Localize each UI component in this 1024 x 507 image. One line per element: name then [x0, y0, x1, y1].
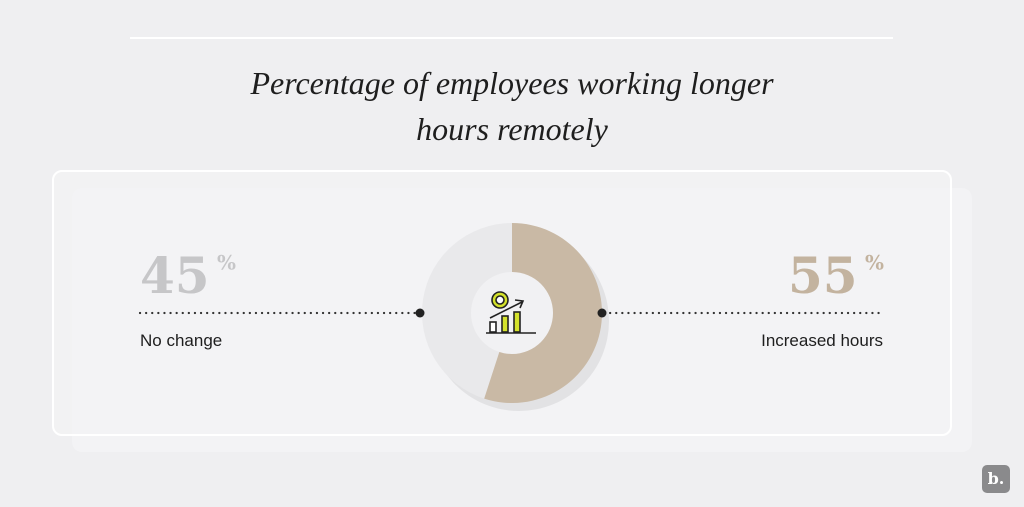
unit-label: % [217, 251, 236, 275]
chart-title: Percentage of employees working longer h… [250, 65, 774, 147]
value-label: 45 [140, 246, 210, 305]
logo: b. [982, 465, 1010, 493]
category-label: Increased hours [761, 331, 883, 350]
donut-segment [422, 223, 512, 399]
rule [130, 37, 893, 39]
leader-dot [597, 308, 607, 318]
leader-dot [415, 308, 425, 318]
value-label: 55 [788, 246, 858, 305]
donut-hole [471, 272, 553, 354]
icon [486, 291, 536, 334]
unit-label: % [865, 251, 884, 275]
category-label: No change [140, 331, 223, 350]
